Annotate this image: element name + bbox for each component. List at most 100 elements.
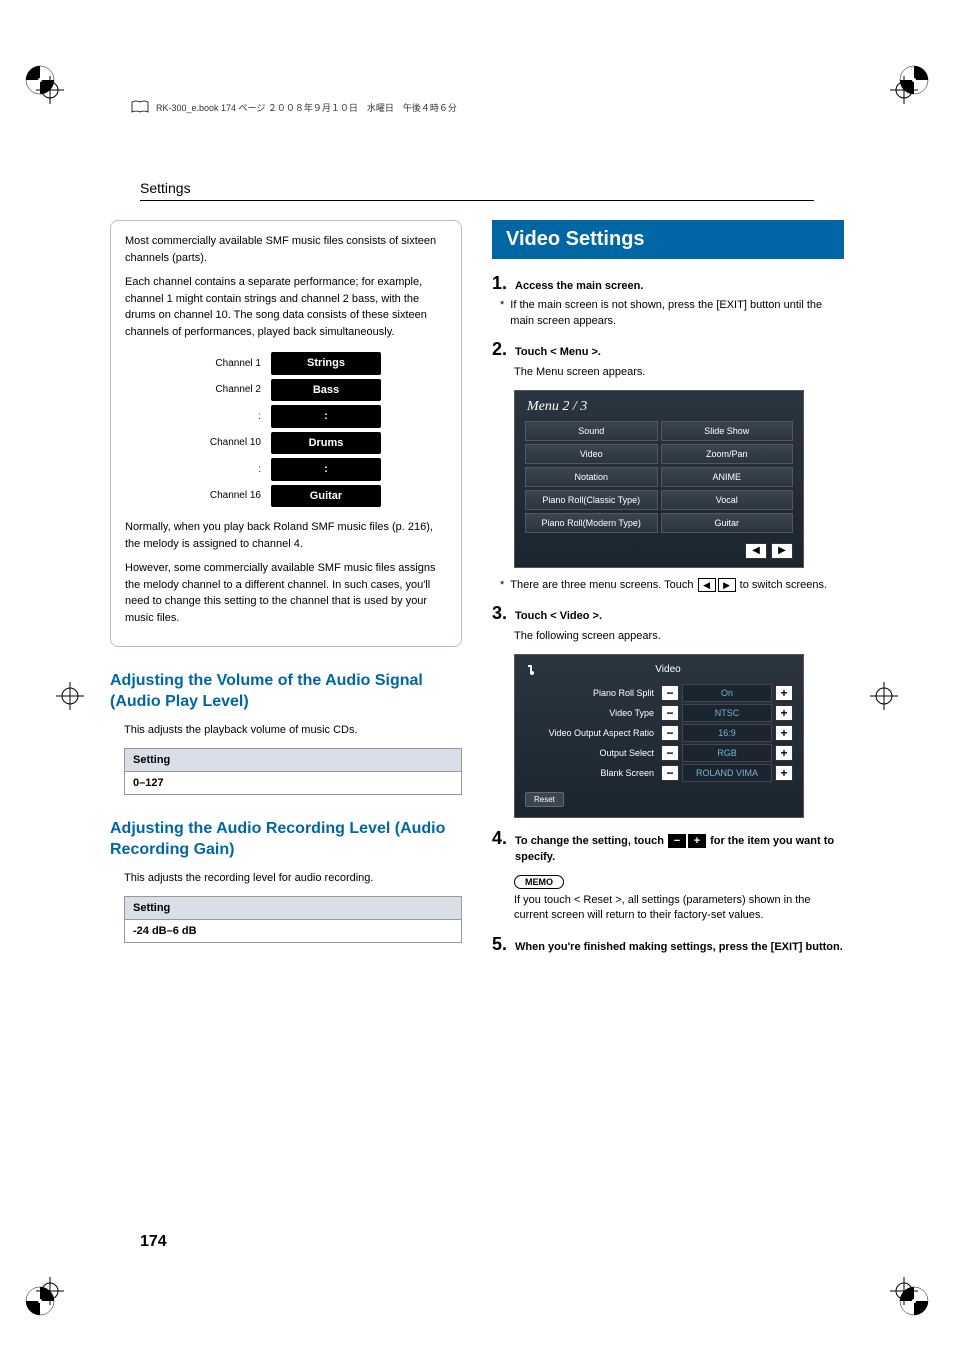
menu-item[interactable]: Notation [525, 467, 658, 487]
ch-label: : [191, 462, 261, 477]
ch-label: Channel 2 [191, 382, 261, 397]
reset-button[interactable]: Reset [525, 792, 564, 807]
ch-value: Guitar [271, 485, 381, 508]
video-row-value: NTSC [682, 704, 772, 722]
video-row-label: Video Output Aspect Ratio [525, 728, 658, 738]
minus-button[interactable]: − [661, 725, 679, 741]
table-header: Setting [125, 896, 462, 919]
reg-mark-tl [30, 70, 70, 110]
reg-mark-tr [884, 70, 924, 110]
header-text: RK-300_e.book 174 ページ ２００８年９月１０日 水曜日 午後４… [156, 101, 457, 114]
step-sub: The Menu screen appears. [514, 365, 844, 380]
infobox-p4: However, some commercially available SMF… [125, 560, 447, 626]
plus-button[interactable]: + [775, 705, 793, 721]
minus-button[interactable]: − [661, 745, 679, 761]
section-label: Settings [140, 180, 191, 196]
menu-item[interactable]: Guitar [661, 513, 794, 533]
reg-mark-br [884, 1271, 924, 1311]
video-settings-heading: Video Settings [492, 220, 844, 259]
audio-rec-desc: This adjusts the recording level for aud… [124, 871, 462, 886]
menu-item[interactable]: Vocal [661, 490, 794, 510]
table-cell: 0–127 [125, 771, 462, 794]
asterisk: * [500, 298, 504, 329]
minus-icon: − [668, 834, 686, 848]
menu-screenshot: Menu 2 / 3 Sound Slide Show Video Zoom/P… [514, 390, 804, 568]
audio-rec-table: Setting -24 dB–6 dB [124, 896, 462, 943]
minus-button[interactable]: − [661, 705, 679, 721]
channel-diagram: Channel 1 Strings Channel 2 Bass :: Channe… [125, 352, 447, 507]
nav-next-icon: ▶ [718, 578, 736, 592]
book-icon [130, 100, 150, 114]
step-text: Access the main screen. [515, 279, 844, 294]
nav-prev-button[interactable]: ◀ [745, 543, 767, 559]
menu-item[interactable]: ANIME [661, 467, 794, 487]
ch-label: Channel 16 [191, 488, 261, 503]
menu-item[interactable]: Piano Roll(Modern Type) [525, 513, 658, 533]
ch-value: Strings [271, 352, 381, 375]
audio-rec-heading: Adjusting the Audio Recording Level (Aud… [110, 819, 462, 861]
step-text: Touch < Video >. [515, 609, 844, 624]
step-num: 1. [492, 273, 507, 294]
plus-button[interactable]: + [775, 725, 793, 741]
step-num: 4. [492, 828, 507, 849]
minus-button[interactable]: − [661, 765, 679, 781]
video-title: Video [541, 661, 795, 678]
step-num: 5. [492, 934, 507, 955]
ch-label: Channel 1 [191, 356, 261, 371]
nav-note: There are three menu screens. Touch ◀▶ t… [510, 578, 827, 593]
menu-item[interactable]: Slide Show [661, 421, 794, 441]
video-row-value: 16:9 [682, 724, 772, 742]
audio-play-table: Setting 0–127 [124, 748, 462, 795]
step-sub: The following screen appears. [514, 629, 844, 644]
reg-mark-mr [864, 676, 904, 716]
video-row-value: ROLAND VIMA [682, 764, 772, 782]
plus-button[interactable]: + [775, 745, 793, 761]
ch-value: : [271, 458, 381, 481]
video-row-value: On [682, 684, 772, 702]
page-number: 174 [140, 1233, 167, 1251]
minus-button[interactable]: − [661, 685, 679, 701]
plus-button[interactable]: + [775, 685, 793, 701]
menu-item[interactable]: Video [525, 444, 658, 464]
reg-mark-ml [50, 676, 90, 716]
ch-value: Bass [271, 379, 381, 402]
menu-item[interactable]: Zoom/Pan [661, 444, 794, 464]
step-text: To change the setting, touch −+ for the … [515, 834, 844, 865]
step-text: Touch < Menu >. [515, 345, 844, 360]
menu-item[interactable]: Piano Roll(Classic Type) [525, 490, 658, 510]
video-row-label: Piano Roll Split [525, 688, 658, 698]
audio-play-heading: Adjusting the Volume of the Audio Signal… [110, 671, 462, 713]
reg-mark-bl [30, 1271, 70, 1311]
note-icon [523, 663, 537, 677]
menu-title: Menu 2 / 3 [521, 397, 797, 417]
plus-icon: + [688, 834, 706, 848]
step-num: 3. [492, 603, 507, 624]
header-meta: RK-300_e.book 174 ページ ２００８年９月１０日 水曜日 午後４… [130, 100, 457, 114]
video-screenshot: Video Piano Roll Split−On+ Video Type−NT… [514, 654, 804, 818]
header-rule [140, 200, 814, 201]
plus-button[interactable]: + [775, 765, 793, 781]
video-row-label: Output Select [525, 748, 658, 758]
video-row-label: Video Type [525, 708, 658, 718]
video-row-label: Blank Screen [525, 768, 658, 778]
table-header: Setting [125, 748, 462, 771]
table-cell: -24 dB–6 dB [125, 919, 462, 942]
step-num: 2. [492, 339, 507, 360]
ch-value: Drums [271, 432, 381, 455]
ch-label: : [191, 409, 261, 424]
smf-infobox: Most commercially available SMF music fi… [110, 220, 462, 647]
infobox-p1: Most commercially available SMF music fi… [125, 233, 447, 266]
step-text: When you're finished making settings, pr… [515, 940, 844, 955]
step-note: If the main screen is not shown, press t… [510, 298, 844, 329]
audio-play-desc: This adjusts the playback volume of musi… [124, 723, 462, 738]
video-row-value: RGB [682, 744, 772, 762]
infobox-p3: Normally, when you play back Roland SMF … [125, 519, 447, 552]
memo-badge: MEMO [514, 875, 564, 889]
ch-value: : [271, 405, 381, 428]
nav-prev-icon: ◀ [698, 578, 716, 592]
infobox-p2: Each channel contains a separate perform… [125, 274, 447, 340]
memo-text: If you touch < Reset >, all settings (pa… [514, 893, 844, 924]
asterisk: * [500, 578, 504, 593]
menu-item[interactable]: Sound [525, 421, 658, 441]
nav-next-button[interactable]: ▶ [771, 543, 793, 559]
